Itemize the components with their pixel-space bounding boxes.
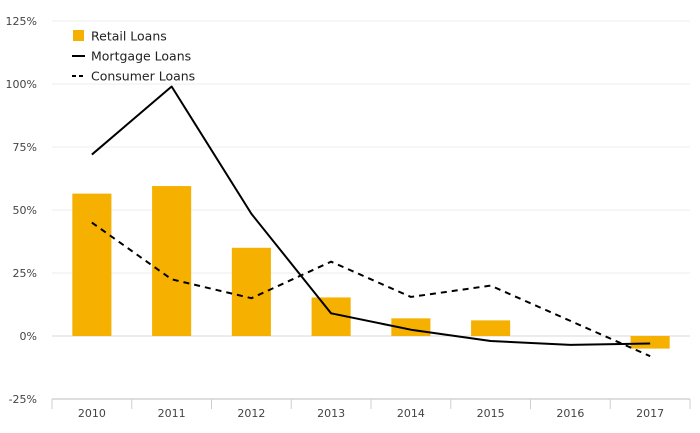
x-tick-label: 2015 (477, 407, 505, 420)
x-axis-tick-labels: 2010 2011 2012 2013 2014 2015 2016 2017 (78, 407, 664, 420)
bar-retail-loans (231, 247, 271, 336)
x-tick-label: 2016 (556, 407, 584, 420)
y-axis-tick-labels: 125% 100% 75% 50% 25% 0% -25% (6, 15, 37, 406)
y-tick-label: 100% (6, 78, 37, 91)
line-series (91, 85, 651, 358)
x-tick-label: 2013 (317, 407, 345, 420)
bar-retail-loans (630, 336, 670, 349)
y-tick-label: 0% (20, 330, 37, 343)
bar-retail-loans (72, 193, 112, 336)
bar-series-retail-loans (72, 186, 670, 349)
x-tick-label: 2012 (237, 407, 265, 420)
line-consumer-loans (91, 221, 651, 358)
y-tick-label: 125% (6, 15, 37, 28)
x-tick-label: 2010 (78, 407, 106, 420)
x-tick-label: 2017 (636, 407, 664, 420)
bar-retail-loans (471, 320, 511, 336)
legend-label-retail-loans: Retail Loans (91, 29, 167, 44)
bar-retail-loans (152, 186, 192, 336)
y-tick-label: 25% (13, 267, 37, 280)
line-mortgage-loans (91, 85, 651, 346)
legend-swatch-retail-loans (73, 30, 84, 41)
y-tick-label: 50% (13, 204, 37, 217)
y-tick-label: -25% (9, 393, 37, 406)
y-tick-label: 75% (13, 141, 37, 154)
legend-label-consumer-loans: Consumer Loans (91, 69, 195, 84)
x-tick-label: 2014 (397, 407, 425, 420)
x-tick-label: 2011 (158, 407, 186, 420)
x-axis (51, 398, 691, 409)
legend: Retail Loans Mortgage Loans Consumer Loans (72, 29, 195, 84)
legend-label-mortgage-loans: Mortgage Loans (91, 49, 191, 64)
